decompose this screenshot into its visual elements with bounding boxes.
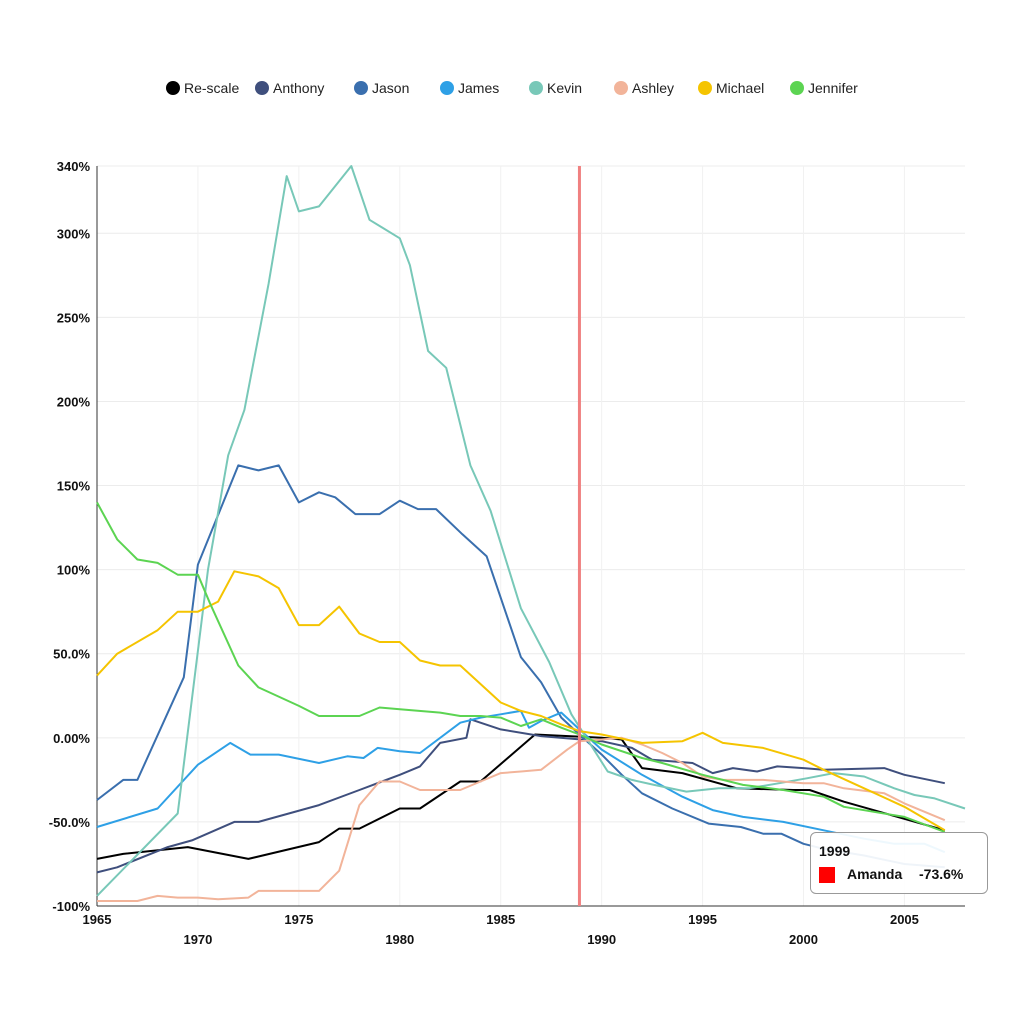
legend-label: James xyxy=(458,80,499,96)
series-line-michael xyxy=(96,570,946,832)
series-line-anthony xyxy=(96,718,946,874)
y-tick-label: 250% xyxy=(57,310,91,325)
legend-item[interactable]: Michael xyxy=(698,80,764,96)
legend-item[interactable]: Kevin xyxy=(529,80,582,96)
legend-swatch xyxy=(255,81,269,95)
legend-swatch xyxy=(698,81,712,95)
legend-swatch xyxy=(529,81,543,95)
legend-item[interactable]: Jennifer xyxy=(790,80,858,96)
series-line-jason xyxy=(96,464,945,869)
legend-label: Anthony xyxy=(273,80,324,96)
legend-label: Jason xyxy=(372,80,409,96)
tooltip-value: -73.6% xyxy=(919,866,964,882)
legend-swatch xyxy=(354,81,368,95)
x-tick-label: 1985 xyxy=(486,912,515,927)
series-lines xyxy=(96,165,966,902)
y-tick-label: -100% xyxy=(52,899,90,914)
tick-labels: 340% 300% 250% 200% 150% 100% 50.0% 0.00% -50.0%… xyxy=(49,159,919,947)
y-tick-label: 340% xyxy=(57,159,91,174)
legend-label: Ashley xyxy=(632,80,674,96)
x-tick-label: 1970 xyxy=(183,932,212,947)
series-line-kevin xyxy=(96,165,966,897)
tooltip-title: 1999 xyxy=(819,843,851,859)
y-tick-label: 100% xyxy=(57,563,91,578)
legend-swatch xyxy=(790,81,804,95)
legend-item[interactable]: Ashley xyxy=(614,80,674,96)
x-tick-label: 1980 xyxy=(385,932,414,947)
legend-swatch xyxy=(166,81,180,95)
y-tick-label: 0.00% xyxy=(53,731,90,746)
legend-label: Jennifer xyxy=(808,80,858,96)
x-tick-label: 1975 xyxy=(284,912,313,927)
legend-label: Kevin xyxy=(547,80,582,96)
x-tick-label: 1995 xyxy=(688,912,717,927)
legend-item[interactable]: Anthony xyxy=(255,80,324,96)
y-tick-label: 200% xyxy=(57,394,91,409)
legend-swatch xyxy=(440,81,454,95)
legend: Re-scale Anthony Jason James Kevin Ashley Mich… xyxy=(166,80,858,96)
legend-item[interactable]: James xyxy=(440,80,499,96)
tooltip-series-name: Amanda xyxy=(847,866,903,882)
y-tick-label: -50.0% xyxy=(49,815,91,830)
legend-label: Re-scale xyxy=(184,80,239,96)
series-line-jennifer xyxy=(96,501,946,833)
y-tick-label: 50.0% xyxy=(53,647,90,662)
legend-label: Michael xyxy=(716,80,764,96)
legend-swatch xyxy=(614,81,628,95)
x-tick-label: 2000 xyxy=(789,932,818,947)
legend-item[interactable]: Jason xyxy=(354,80,409,96)
series-line-ashley xyxy=(97,736,946,902)
x-tick-label: 1990 xyxy=(587,932,616,947)
grid-lines xyxy=(96,165,965,907)
tooltip: 1999 Amanda -73.6% xyxy=(810,832,988,894)
x-tick-label: 2005 xyxy=(890,912,919,927)
x-tick-label: 1965 xyxy=(83,912,112,927)
y-tick-label: 150% xyxy=(57,479,91,494)
axes xyxy=(96,166,965,907)
legend-item[interactable]: Re-scale xyxy=(166,80,239,96)
y-tick-label: 300% xyxy=(57,226,91,241)
tooltip-swatch xyxy=(819,867,835,883)
